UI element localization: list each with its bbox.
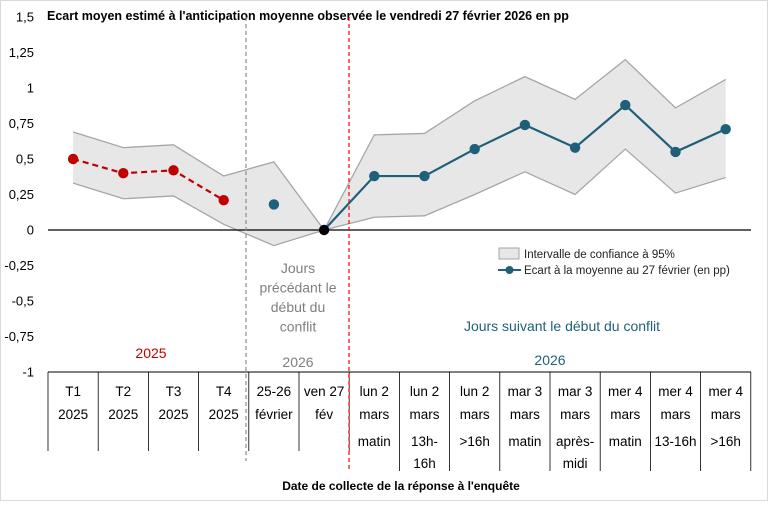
confidence-band-area [73,59,726,246]
daily-point [268,199,280,210]
x-category-label: après- [556,434,594,449]
daily-point [419,170,430,182]
x-category-label: T1 [65,384,81,399]
x-category-label: ven 27 [304,384,345,399]
x-category-label: 2025 [58,407,88,422]
axes: 1,5 1,25 1 0,75 0,5 0,25 0 -0,25 -0,5 -0,75 -1 [4,10,752,471]
before-conflict-label: Jours [281,260,315,276]
x-category-label: mer 4 [658,384,693,399]
x-category-label: T2 [115,384,131,399]
x-category-label: matin [508,434,541,449]
confidence-band-lower [72,148,726,247]
x-category-label: mer 4 [708,384,743,399]
x-category-label: mars [711,407,741,422]
period-dividers [245,17,350,471]
y-tick-label: 0,75 [9,116,34,131]
x-category-label: >16h [459,434,489,449]
y-tick-label: 0,5 [16,152,34,167]
quarterly-point [118,168,129,179]
x-category-label: mar 3 [508,384,543,399]
confidence-band [72,58,727,247]
x-category-label: 2025 [209,407,239,422]
daily-point [569,142,581,153]
x-category-label: >16h [710,434,740,449]
y-tick-label: 1 [27,81,34,96]
x-category-label: mar 3 [558,384,593,399]
year-label-2026-before: 2026 [282,354,313,370]
reference-point [318,224,330,236]
y-tick-label: -0,5 [12,294,34,309]
before-conflict-label: précédant le [259,280,336,296]
quarterly-point [168,165,179,176]
x-category-label: lun 2 [410,384,439,399]
y-tick-label: 0 [27,223,34,238]
x-category-label: 16h [413,456,436,471]
x-axis-label: Date de collecte de la réponse à l'enquê… [282,479,520,493]
quarterly-point [218,194,229,206]
x-category-label: 2025 [108,407,138,422]
x-category-label: matin [609,434,642,449]
x-category-label: février [255,407,293,422]
daily-point [670,146,681,158]
daily-point [620,99,631,111]
x-category-labels: T1 2025 T2 2025 T3 2025 T4 2025 25-26 février ven … [58,384,743,471]
before-conflict-label: conflit [280,319,317,335]
x-category-label: 13h- [411,434,438,449]
x-category-label: mars [661,407,691,422]
chart-title: Ecart moyen estimé à l'anticipation moye… [47,9,569,23]
y-tick-label: 1,25 [9,45,34,60]
x-category-label: matin [358,434,391,449]
before-conflict-label: début du [271,299,326,315]
daily-point [369,170,380,182]
y-tick-label: -0,25 [4,258,34,273]
x-category-label: mars [359,407,389,422]
series-points [67,99,731,236]
legend-line-label: Ecart à la moyenne au 27 février (en pp) [524,265,730,277]
x-category-label: T4 [216,384,232,399]
legend: Intervalle de confiance à 95% Ecart à la… [498,247,730,277]
quarterly-line [72,157,225,202]
y-tick-label: -1 [22,365,34,380]
confidence-band-upper [72,58,727,232]
y-tick-label: -0,75 [4,329,34,344]
after-conflict-label: Jours suivant le début du conflit [464,318,660,334]
x-category-label: mars [510,407,540,422]
annotations: 2025 2026 2026 Jours précédant le début du con… [135,260,660,370]
quarterly-point [67,153,79,165]
daily-point [519,119,531,131]
x-category-label: mars [460,407,490,422]
y-tick-label: 1,5 [16,10,34,25]
daily-point [469,143,480,155]
legend-band-label: Intervalle de confiance à 95% [524,249,675,261]
x-category-label: mars [560,407,590,422]
x-category-label: T3 [166,384,182,399]
daily-point [720,123,731,135]
x-category-label: mars [410,407,440,422]
year-label-2026-after: 2026 [534,352,565,368]
x-category-label: 13-16h [654,434,696,449]
legend-band-swatch [498,247,520,260]
y-tick-label: 0,25 [9,187,34,202]
x-category-label: 2025 [158,407,188,422]
year-label-2025: 2025 [135,345,166,361]
x-category-label: lun 2 [460,384,489,399]
x-category-label: fév [315,407,333,422]
x-category-label: lun 2 [360,384,389,399]
x-category-label: mars [610,407,640,422]
legend-marker-swatch [505,266,514,274]
x-category-label: 25-26 [257,384,292,399]
x-category-label: midi [563,456,588,471]
x-category-label: mer 4 [608,384,643,399]
